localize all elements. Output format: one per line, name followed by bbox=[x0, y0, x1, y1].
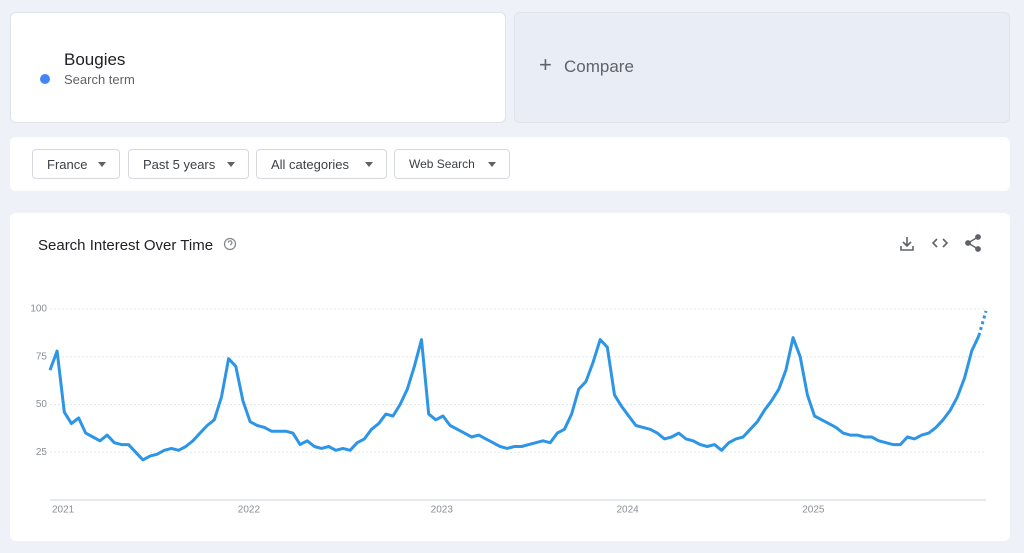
filter[interactable]: France bbox=[32, 149, 120, 179]
filter-label: Past 5 years bbox=[143, 156, 216, 172]
y-tick-label: 75 bbox=[36, 351, 48, 362]
x-tick-label: 2023 bbox=[431, 505, 454, 516]
filter[interactable]: Past 5 years bbox=[128, 149, 249, 179]
term: Bougies bbox=[64, 50, 126, 69]
x-tick-label: 2022 bbox=[238, 505, 261, 516]
compare-card[interactable]: + Compare bbox=[514, 12, 1010, 123]
compare-label: Compare bbox=[564, 57, 634, 76]
embed-icon[interactable] bbox=[931, 238, 949, 248]
x-tick-label: 2024 bbox=[616, 505, 639, 516]
help-icon[interactable] bbox=[223, 237, 237, 251]
term-card[interactable]: Bougies Search term bbox=[10, 12, 506, 123]
filter-label: Web Search bbox=[409, 157, 475, 171]
y-tick-label: 25 bbox=[36, 447, 48, 458]
filter-label: All categories bbox=[271, 156, 350, 172]
trend-line bbox=[48, 335, 981, 462]
filter[interactable]: Web Search bbox=[394, 149, 510, 179]
term-dot bbox=[40, 74, 50, 84]
filter-label: France bbox=[47, 156, 88, 172]
chart-title: Search Interest Over Time bbox=[38, 237, 213, 254]
y-tick-label: 50 bbox=[36, 399, 48, 410]
partial-segment bbox=[977, 310, 988, 337]
term-subtitle: Search term bbox=[64, 72, 135, 87]
plus-icon: + bbox=[539, 52, 552, 77]
download-icon[interactable] bbox=[900, 237, 914, 251]
x-tick-label: 2021 bbox=[52, 505, 75, 516]
y-tick-label: 100 bbox=[30, 304, 47, 315]
share-icon[interactable] bbox=[965, 234, 981, 252]
filter[interactable]: All categories bbox=[256, 149, 387, 179]
x-tick-label: 2025 bbox=[802, 505, 825, 516]
chart-card bbox=[10, 213, 1010, 541]
